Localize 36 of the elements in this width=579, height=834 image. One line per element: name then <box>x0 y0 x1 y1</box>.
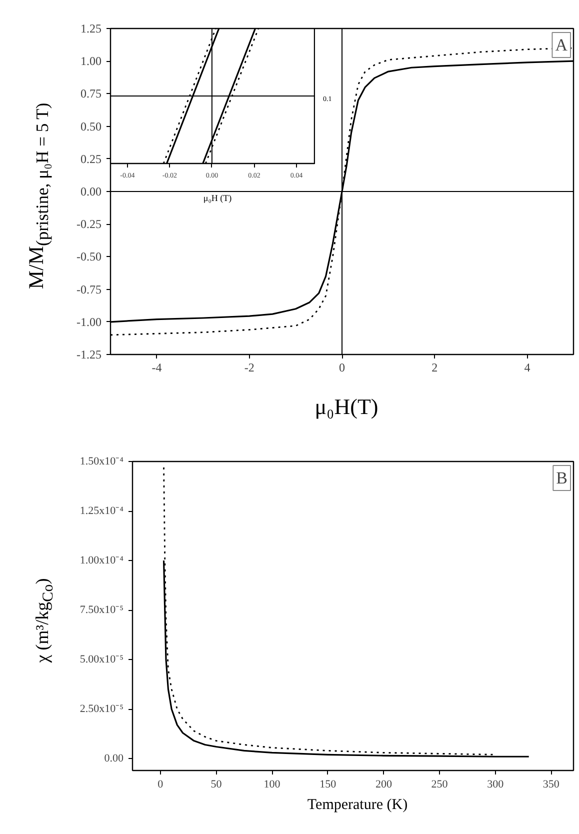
y-tick-label: 0.75 <box>80 86 102 101</box>
x-tick-label: 4 <box>524 360 530 374</box>
annotation: A <box>555 36 568 54</box>
x-tick-label: 100 <box>264 778 281 790</box>
x-axis-title: μ₀H(T) <box>314 394 380 420</box>
x-tick-label: 2 <box>432 360 438 374</box>
x-tick-label: 0 <box>339 360 345 374</box>
x-axis-title: Temperature (K) <box>306 797 409 814</box>
y-tick-label: -1.25 <box>76 348 102 362</box>
x-tick-label: 250 <box>431 778 448 790</box>
y-tick-label: 1.00 <box>80 54 102 68</box>
x-tick-label: 50 <box>210 778 222 790</box>
x-tick-label: 150 <box>320 778 337 790</box>
y-tick-label: 0.00 <box>80 184 102 198</box>
x-tick-label: 200 <box>375 778 392 790</box>
y-tick-label: 0.00 <box>104 752 124 765</box>
x-tick-label: -4 <box>152 360 162 374</box>
y-tick-label: 1.25x10⁻⁴ <box>80 505 124 518</box>
y-tick-label: 1.00x10⁻⁴ <box>80 554 124 567</box>
y-tick-label: 7.50x10⁻⁵ <box>80 604 124 616</box>
x-axis-title: μ₀H (T) <box>202 193 233 204</box>
x-tick-label: 350 <box>542 778 560 790</box>
y-tick-label: 5.00x10⁻⁵ <box>80 654 124 666</box>
y-tick-label: 1.25 <box>80 22 102 36</box>
x-tick-label: 300 <box>487 778 504 790</box>
y-tick-label: 2.50x10⁻⁵ <box>80 703 124 716</box>
annotation: B <box>556 468 568 488</box>
y-tick-label: -0.25 <box>76 217 102 232</box>
y-tick-label: 0.50 <box>80 119 102 134</box>
x-tick-label: -2 <box>244 360 254 374</box>
y-tick-label: -0.75 <box>76 282 102 296</box>
y-tick-label: 0.25 <box>80 152 102 166</box>
y-tick-label: -0.50 <box>76 250 102 264</box>
y-tick-label: -1.00 <box>76 314 102 329</box>
y-tick-label: 1.50x10⁻⁴ <box>80 456 124 468</box>
x-tick-label: 0 <box>158 778 164 790</box>
